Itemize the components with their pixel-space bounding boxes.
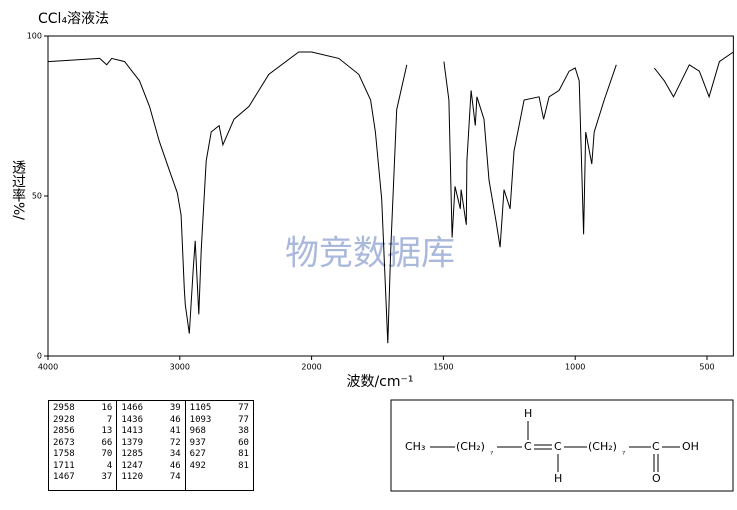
x-tick-label: 1000	[565, 363, 585, 372]
wavenumber: 1379	[121, 437, 144, 448]
wavenumber: 1093	[189, 414, 212, 425]
atom: C	[652, 440, 660, 453]
transmittance: 81	[238, 449, 249, 459]
wavenumber: 937	[189, 437, 206, 448]
y-tick-label: 50	[32, 192, 42, 201]
peak-row: 1758 70	[53, 449, 112, 461]
subscript: ₇	[622, 448, 625, 457]
spectrum-line	[47, 51, 734, 344]
peak-table: 2958 16 2928 7 2856 13 2673 66 1758 70 1711 4 1467 37…	[48, 400, 254, 491]
x-axis-label: 波数/cm⁻¹	[346, 374, 413, 390]
transmittance: 46	[169, 414, 181, 425]
atom: O	[652, 472, 661, 485]
transmittance: 16	[101, 403, 113, 413]
transmittance: 4	[106, 460, 113, 471]
wavenumber: 2856	[53, 426, 75, 436]
transmittance: 77	[238, 414, 249, 425]
atom: C	[554, 440, 562, 453]
peak-column: 2958 16 2928 7 2856 13 2673 66 1758 70 1711 4 1467 37	[49, 401, 118, 490]
structure: CH₃ (CH₂) ₇ C H C H (CH₂) ₇ C O OH	[405, 407, 699, 485]
wavenumber: 2958	[53, 403, 75, 413]
peak-row: 1466 39	[121, 403, 180, 415]
peak-row: 1379 72	[121, 438, 180, 450]
peak-row: 1413 41	[121, 426, 180, 438]
wavenumber: 1285	[121, 449, 144, 459]
group: (CH₂)	[588, 440, 617, 453]
wavenumber: 627	[189, 449, 206, 459]
transmittance: 66	[101, 437, 113, 448]
wavenumber: 2673	[53, 437, 75, 448]
transmittance: 38	[238, 426, 249, 436]
wavenumber: 968	[189, 426, 206, 436]
x-tick-label: 500	[699, 363, 714, 372]
atom: H	[524, 407, 532, 420]
peak-row: 1105 77	[190, 403, 249, 415]
wavenumber: 1120	[121, 472, 144, 482]
peak-row: 1436 46	[121, 415, 180, 427]
peak-row: 1093 77	[190, 415, 249, 427]
wavenumber: 1711	[53, 460, 75, 471]
peak-row: 1285 34	[121, 449, 180, 461]
atom: C	[524, 440, 532, 453]
peak-row: 968 38	[190, 426, 249, 438]
peak-row: 1711 4	[53, 461, 112, 473]
atom: CH₃	[405, 440, 425, 453]
x-tick-label: 2000	[301, 363, 321, 372]
transmittance: 74	[169, 472, 181, 482]
y-axis-label: 透过率%/	[10, 160, 26, 221]
peak-column: 1105 77 1093 77 968 38 937 60 627 81 492 81	[186, 401, 253, 490]
watermark: 物竞数据库	[285, 234, 455, 274]
transmittance: 70	[101, 449, 113, 459]
wavenumber: 1413	[121, 426, 144, 436]
wavenumber: 1247	[121, 460, 144, 471]
transmittance: 39	[169, 403, 181, 413]
peak-row: 1467 37	[53, 472, 112, 484]
transmittance: 77	[238, 403, 249, 413]
peak-row: 2928 7	[53, 415, 112, 427]
peak-column: 1466 39 1436 46 1413 41 1379 72 1285 34 1247 46 1120…	[117, 401, 186, 490]
group: (CH₂)	[456, 440, 485, 453]
wavenumber: 1105	[189, 403, 212, 413]
structure-box	[390, 399, 734, 492]
chart-title: CCl₄溶液法	[38, 11, 109, 27]
peak-row: 1247 46	[121, 461, 180, 473]
peak-row: 492 81	[190, 461, 249, 473]
subscript: ₇	[490, 448, 493, 457]
atom: OH	[682, 440, 699, 453]
transmittance: 81	[238, 460, 249, 471]
peak-row: 937 60	[190, 438, 249, 450]
wavenumber: 2928	[53, 414, 75, 425]
x-tick-label: 3000	[170, 363, 190, 372]
transmittance: 72	[169, 437, 181, 448]
x-tick-label: 1500	[433, 363, 453, 372]
wavenumber: 492	[189, 460, 206, 471]
y-tick-label: 0	[37, 352, 42, 361]
transmittance: 41	[169, 426, 181, 436]
peak-row: 2958 16	[53, 403, 112, 415]
y-tick-label: 100	[27, 32, 42, 41]
atom: H	[554, 472, 562, 485]
peak-row: 2856 13	[53, 426, 112, 438]
plot-frame	[47, 35, 734, 357]
transmittance: 37	[101, 472, 113, 482]
transmittance: 60	[238, 437, 249, 448]
transmittance: 13	[101, 426, 113, 436]
transmittance: 7	[106, 414, 113, 425]
peak-row: 1120 74	[121, 472, 180, 484]
wavenumber: 1436	[121, 414, 144, 425]
peak-row: 2673 66	[53, 438, 112, 450]
transmittance: 46	[169, 460, 181, 471]
wavenumber: 1467	[53, 472, 75, 482]
transmittance: 34	[169, 449, 181, 459]
wavenumber: 1466	[121, 403, 144, 413]
peak-row: 627 81	[190, 449, 249, 461]
wavenumber: 1758	[53, 449, 75, 459]
x-tick-label: 4000	[38, 363, 58, 372]
